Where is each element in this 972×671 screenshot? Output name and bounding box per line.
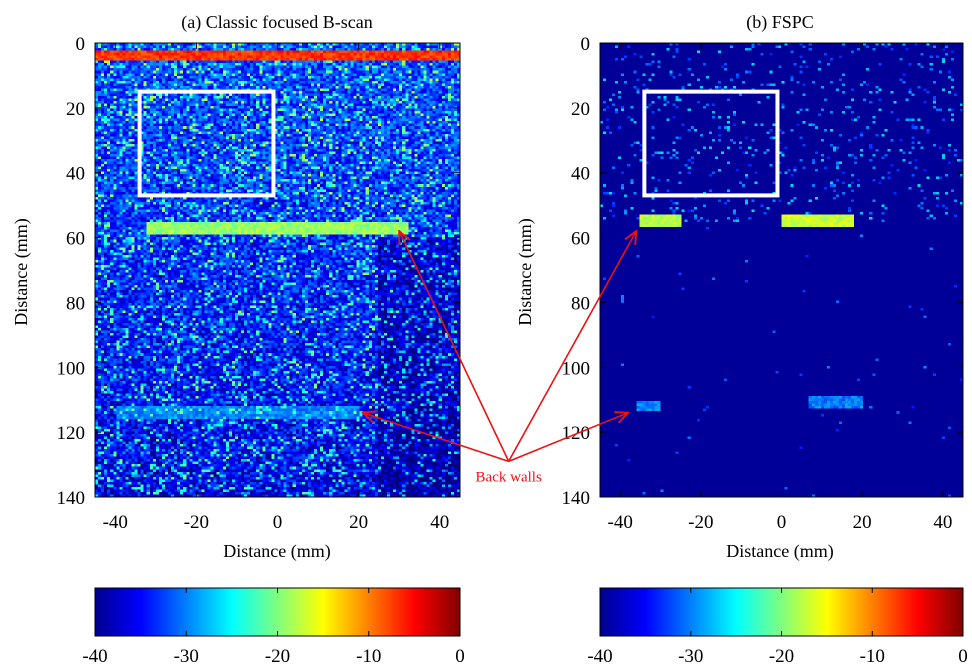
panel-title: (b) FSPC [746, 12, 814, 33]
roi-rectangle [137, 89, 276, 198]
colorbar-tick-label: 0 [958, 646, 968, 667]
x-tick-label: 40 [430, 512, 449, 533]
y-tick-label: 80 [66, 293, 85, 314]
annotation-arrow [399, 231, 510, 462]
heatmap-image [600, 43, 963, 497]
y-axis-label: Distance (mm) [515, 218, 536, 325]
x-tick-label: -40 [608, 512, 633, 533]
x-axis: -40 -20 0 20 40 [103, 43, 449, 533]
y-tick-label: 140 [57, 488, 86, 509]
panel-classic-bscan: (a) Classic focused B-scan -40 -20 0 20 40 0… [11, 12, 465, 667]
x-tick-label: 20 [853, 512, 872, 533]
annotation-arrow [508, 413, 629, 463]
annotation-arrow [363, 413, 509, 463]
colorbar-tick-label: -30 [678, 646, 703, 667]
annotation-label: Back walls [476, 469, 542, 485]
y-tick-label: 100 [57, 358, 86, 379]
y-tick-label: 140 [562, 488, 591, 509]
x-tick-label: 0 [777, 512, 787, 533]
y-tick-label: 0 [581, 34, 591, 55]
x-tick-label: -40 [103, 512, 128, 533]
colorbar-tick-label: -40 [587, 646, 612, 667]
colorbar-tick-label: -20 [769, 646, 794, 667]
roi-box [137, 89, 276, 198]
y-tick-label: 20 [66, 99, 85, 120]
y-tick-label: 100 [562, 358, 591, 379]
heatmap-image [95, 43, 460, 497]
colorbar-tick-label: -10 [860, 646, 885, 667]
colorbar-tick-label: -10 [356, 646, 381, 667]
x-tick-label: -20 [688, 512, 713, 533]
x-tick-label: -20 [184, 512, 209, 533]
back-walls-annotation: Back walls [363, 231, 637, 485]
y-tick-label: 60 [571, 229, 590, 250]
y-tick-label: 80 [571, 293, 590, 314]
colorbar: -40 -30 -20 -10 0 [82, 587, 465, 667]
y-tick-label: 40 [571, 164, 590, 185]
colorbar: -40 -30 -20 -10 0 [587, 587, 968, 667]
colorbar-gradient [599, 587, 964, 637]
panel-title: (a) Classic focused B-scan [181, 12, 372, 33]
colorbar-tick-label: 0 [455, 646, 465, 667]
x-tick-label: 40 [933, 512, 952, 533]
colorbar-tick-label: -20 [265, 646, 290, 667]
heatmap-raster [95, 43, 460, 497]
x-axis-label: Distance (mm) [223, 541, 330, 562]
colorbar-tick-label: -40 [82, 646, 107, 667]
y-tick-label: 0 [76, 34, 86, 55]
y-tick-label: 120 [57, 423, 86, 444]
x-tick-label: 0 [273, 512, 283, 533]
y-tick-label: 20 [571, 99, 590, 120]
roi-box [642, 89, 780, 198]
y-axis-label: Distance (mm) [11, 218, 32, 325]
y-axis: 0 20 40 60 80 100 120 140 [57, 34, 460, 509]
x-axis-label: Distance (mm) [726, 541, 833, 562]
annotation-arrow [507, 231, 637, 462]
x-tick-label: 20 [349, 512, 368, 533]
y-tick-label: 60 [66, 229, 85, 250]
colorbar-gradient [94, 587, 461, 637]
roi-rectangle [642, 89, 780, 198]
y-tick-label: 40 [66, 164, 85, 185]
heatmap-raster [600, 43, 963, 497]
colorbar-tick-label: -30 [174, 646, 199, 667]
x-axis: -40 -20 0 20 40 [608, 43, 952, 533]
